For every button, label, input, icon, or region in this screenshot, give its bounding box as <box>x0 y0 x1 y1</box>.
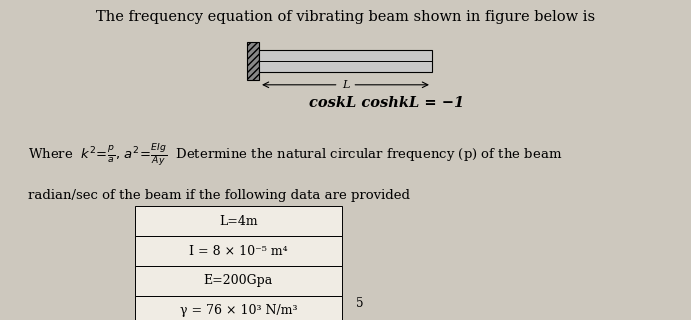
Text: L: L <box>342 80 349 90</box>
Bar <box>247 42 259 80</box>
Text: E=200Gpa: E=200Gpa <box>204 274 273 287</box>
Bar <box>135 206 342 236</box>
Text: radian/sec of the beam if the following data are provided: radian/sec of the beam if the following … <box>28 189 410 202</box>
Text: coskL coshkL = −1: coskL coshkL = −1 <box>310 96 464 110</box>
Text: The frequency equation of vibrating beam shown in figure below is: The frequency equation of vibrating beam… <box>96 10 595 24</box>
Text: γ = 76 × 10³ N/m³: γ = 76 × 10³ N/m³ <box>180 304 297 317</box>
Text: L=4m: L=4m <box>219 215 258 228</box>
Text: I = 8 × 10⁻⁵ m⁴: I = 8 × 10⁻⁵ m⁴ <box>189 244 287 258</box>
Bar <box>135 266 342 296</box>
Text: 5: 5 <box>356 297 363 310</box>
Bar <box>135 236 342 266</box>
Text: Where  $k^2\!=\!\frac{p}{a},\,a^2\!=\!\frac{EIg}{Ay}$  Determine the natural cir: Where $k^2\!=\!\frac{p}{a},\,a^2\!=\!\fr… <box>28 142 562 169</box>
Bar <box>259 50 432 72</box>
Bar <box>135 296 342 320</box>
